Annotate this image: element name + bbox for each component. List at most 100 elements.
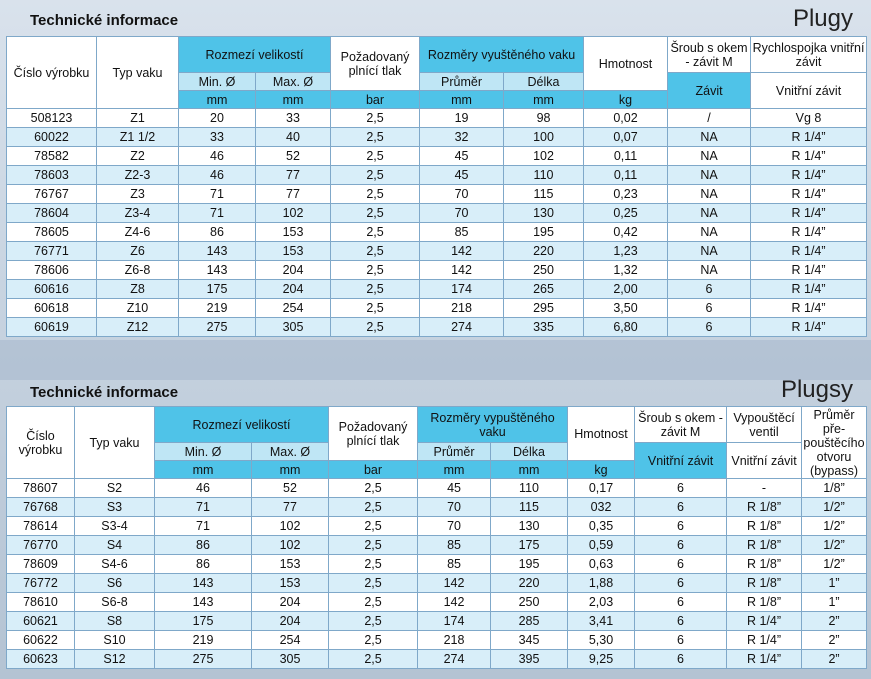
plugsy-header-hmotnost: Hmotnost — [567, 406, 636, 461]
plugy-table-cell: NA — [667, 165, 752, 185]
plugsy-header-prumer-otvoru: Průměr pře- pouštěcího otvoru (bypass) — [801, 406, 868, 479]
plugy-table-row: 78605 Z4-6 86 153 2,5 85 195 0,42 NA R 1/4” — [6, 222, 868, 242]
plugsy-header-ventil-sub: Vnitřní závit — [726, 442, 803, 479]
plugy-table-body: 508123 Z1 20 33 2,5 19 98 0,02/Vg 8 60022 Z1 1/2 3… — [6, 108, 868, 337]
plugy-table-cell: 40 — [254, 127, 332, 147]
plugsy-table-cell: 032 — [567, 497, 636, 517]
plugy-table-cell: 254 — [254, 298, 332, 318]
plugy-table-cell: 275 — [178, 317, 256, 337]
plugsy-table-cell: 0,17 — [567, 478, 636, 498]
plugy-table-cell: 70 — [419, 203, 505, 223]
plugsy-table-cell: 275 — [154, 649, 252, 669]
plugy-table-cell: 110 — [503, 165, 585, 185]
plugy-header-max: Max. Ø — [254, 72, 332, 91]
plugy-table-cell: 265 — [503, 279, 585, 299]
plugsy-table-cell: 0,59 — [567, 535, 636, 555]
plugsy-table-cell: 175 — [154, 611, 252, 631]
plugy-table-cell: 2,5 — [330, 298, 421, 318]
plugsy-table-cell: 204 — [250, 611, 330, 631]
plugy-table-cell: 60618 — [6, 298, 97, 318]
plugsy-header-prumer: Průměr — [417, 442, 492, 461]
plugy-table-cell: Z4-6 — [96, 222, 179, 242]
plugsy-table-cell: 86 — [154, 535, 252, 555]
plugsy-product-title: Plugsy — [780, 376, 853, 403]
plugy-table-row: 76767 Z3 71 77 2,5 70 115 0,23 NA R 1/4” — [6, 184, 868, 204]
plugsy-table-cell: 85 — [417, 554, 492, 574]
plugsy-header-typ: Typ vaku — [74, 406, 155, 479]
plugy-table-cell: 274 — [419, 317, 505, 337]
plugsy-header-ventil: Vypouštěcí ventil — [726, 406, 803, 443]
plugy-table-cell: 2,5 — [330, 317, 421, 337]
plugsy-table-cell: 1/2” — [801, 516, 868, 536]
plugy-table-cell: NA — [667, 184, 752, 204]
plugsy-table-cell: 175 — [490, 535, 569, 555]
plugsy-table-cell: 1,88 — [567, 573, 636, 593]
plugy-header-rozmery: Rozměry vyuštěného vaku — [419, 36, 585, 73]
plugsy-table-cell: 1/2” — [801, 497, 868, 517]
plugsy-table-cell: 2” — [801, 630, 868, 650]
plugsy-table-cell: 45 — [417, 478, 492, 498]
plugy-table-cell: 153 — [254, 222, 332, 242]
plugsy-table-cell: R 1/8” — [726, 516, 803, 536]
plugsy-table-cell: 1/8” — [801, 478, 868, 498]
plugy-table-cell: 1,23 — [583, 241, 669, 261]
plugy-table: Číslo výrobku Typ vaku Rozmezí velikostí… — [6, 36, 868, 337]
plugsy-table-cell: 305 — [250, 649, 330, 669]
plugsy-table: Číslo výrobku Typ vaku Rozmezí velikostí… — [6, 406, 868, 669]
plugy-table-cell: 20 — [178, 108, 256, 128]
plugy-table-cell: 142 — [419, 241, 505, 261]
plugy-table-cell: R 1/4” — [750, 317, 868, 337]
plugsy-table-body: 78607 S2 46 52 2,5 45 110 0,17 6-1/8” 76768 S3 71 77… — [6, 478, 868, 669]
plugsy-header-max: Max. Ø — [250, 442, 330, 461]
plugsy-header-sroub-sub: Vnitřní závit — [634, 442, 728, 479]
plugy-table-cell: 2,5 — [330, 241, 421, 261]
plugsy-table-cell: 60622 — [6, 630, 75, 650]
plugy-table-cell: 175 — [178, 279, 256, 299]
plugsy-table-cell: S4 — [74, 535, 155, 555]
plugsy-table-cell: 1/2” — [801, 535, 868, 555]
plugsy-table-cell: S10 — [74, 630, 155, 650]
plugsy-table-cell: 70 — [417, 497, 492, 517]
plugsy-table-cell: 274 — [417, 649, 492, 669]
plugsy-table-cell: 130 — [490, 516, 569, 536]
plugy-table-cell: 2,5 — [330, 184, 421, 204]
plugy-table-cell: R 1/4” — [750, 146, 868, 166]
plugsy-table-cell: 6 — [634, 516, 728, 536]
plugy-table-cell: Z10 — [96, 298, 179, 318]
plugy-table-cell: 33 — [254, 108, 332, 128]
plugy-table-row: 78604 Z3-4 71 102 2,5 70 130 0,25 NA R 1/4” — [6, 203, 868, 223]
plugy-table-cell: 19 — [419, 108, 505, 128]
plugsy-table-cell: 2,03 — [567, 592, 636, 612]
plugsy-table-row: 60622 S10 219 254 2,5 218 345 5,30 6 R 1/4” 2” — [6, 630, 868, 650]
plugy-header-tlak: Požadovaný plnící tlak — [330, 36, 421, 91]
plugy-table-cell: R 1/4” — [750, 279, 868, 299]
plugsy-table-cell: 2,5 — [328, 554, 419, 574]
plugy-table-cell: 6 — [667, 298, 752, 318]
plugy-table-cell: Z1 1/2 — [96, 127, 179, 147]
plugy-table-cell: R 1/4” — [750, 127, 868, 147]
plugsy-table-cell: 102 — [250, 535, 330, 555]
plugsy-table-cell: 70 — [417, 516, 492, 536]
plugsy-table-cell: 52 — [250, 478, 330, 498]
plugy-table-cell: 45 — [419, 165, 505, 185]
plugy-table-cell: 143 — [178, 241, 256, 261]
plugsy-table-row: 78614 S3-4 71 102 2,5 70 130 0,35 6 R 1/8” 1/2” — [6, 516, 868, 536]
plugy-table-cell: 220 — [503, 241, 585, 261]
plugsy-table-cell: 6 — [634, 611, 728, 631]
plugy-table-cell: 335 — [503, 317, 585, 337]
plugy-table-row: 60619 Z12 275 305 2,5 274 335 6,80 6 R 1/4” — [6, 317, 868, 337]
plugsy-table-cell: S6-8 — [74, 592, 155, 612]
plugy-table-cell: 2,5 — [330, 146, 421, 166]
plugy-table-cell: 78606 — [6, 260, 97, 280]
plugsy-table-cell: S4-6 — [74, 554, 155, 574]
plugy-table-cell: Z2 — [96, 146, 179, 166]
plugy-table-cell: 76771 — [6, 241, 97, 261]
plugsy-unit: bar — [328, 460, 419, 479]
plugsy-table-cell: S2 — [74, 478, 155, 498]
plugy-table-cell: R 1/4” — [750, 203, 868, 223]
plugsy-table-cell: 115 — [490, 497, 569, 517]
plugsy-table-cell: 153 — [250, 554, 330, 574]
plugy-table-cell: 0,11 — [583, 146, 669, 166]
plugsy-table-cell: 195 — [490, 554, 569, 574]
plugy-header-hmotnost: Hmotnost — [583, 36, 669, 91]
